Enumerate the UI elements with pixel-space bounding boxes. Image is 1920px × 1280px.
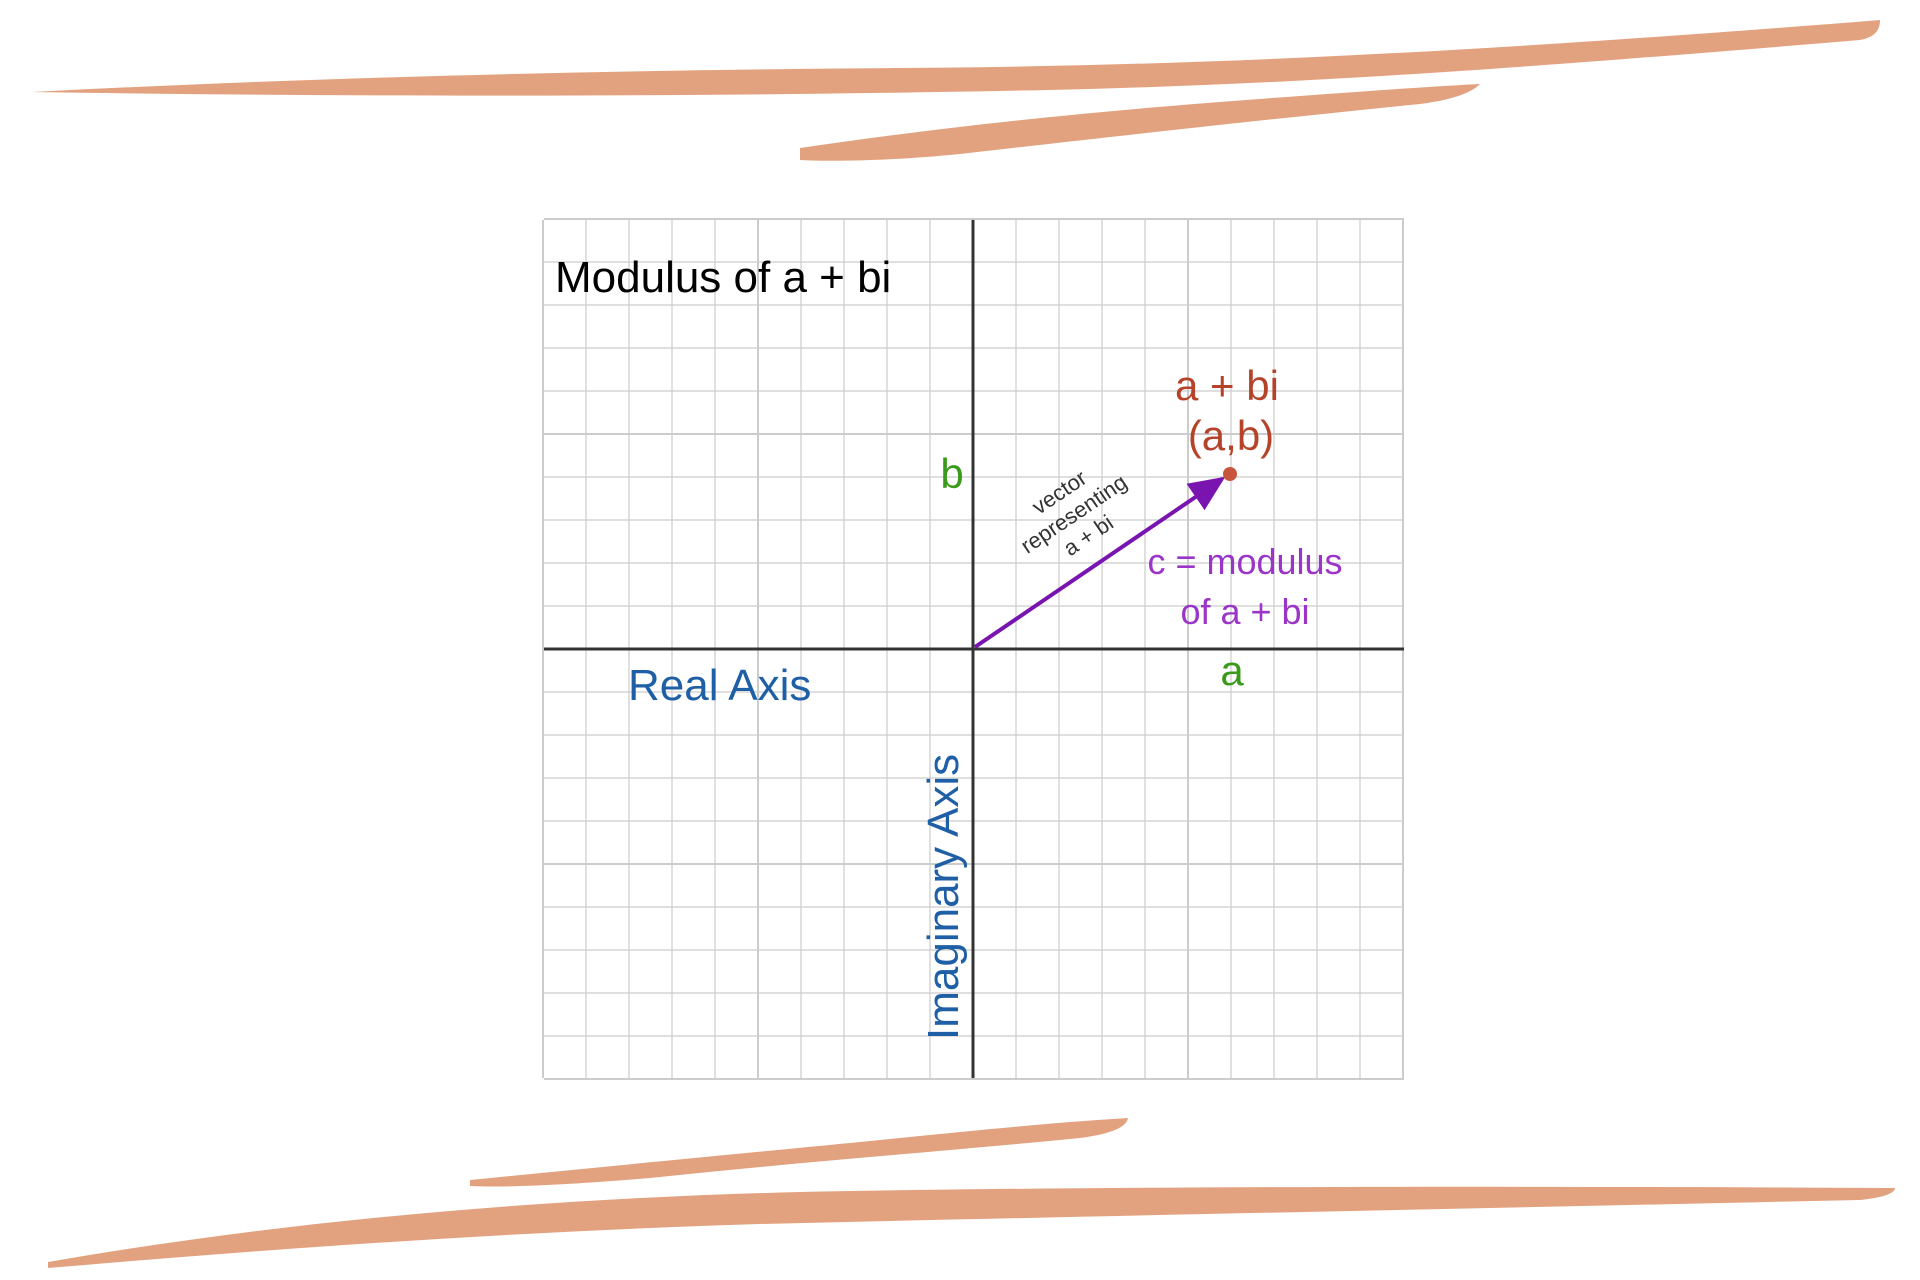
b-label: b <box>940 450 963 497</box>
point-coords-label: (a,b) <box>1188 412 1274 459</box>
bottom-brush-strokes <box>48 1118 1895 1268</box>
point-a-bi-dot <box>1223 467 1237 481</box>
vector-label: vector representing a + bi <box>1016 465 1131 561</box>
vector-arrow <box>973 476 1226 649</box>
point-label: a + bi <box>1175 362 1279 409</box>
modulus-label-line1: c = modulus <box>1147 541 1342 582</box>
brush-stroke-top-long <box>32 20 1880 96</box>
diagram-title: Modulus of a + bi <box>555 253 891 302</box>
brush-stroke-top-short <box>800 84 1480 161</box>
brush-stroke-bottom-long <box>48 1186 1895 1268</box>
real-axis-label: Real Axis <box>628 661 811 710</box>
a-label: a <box>1220 647 1244 694</box>
brush-stroke-bottom-short <box>470 1118 1128 1187</box>
top-brush-strokes <box>32 20 1880 161</box>
modulus-label-line2: of a + bi <box>1180 591 1309 632</box>
imaginary-axis-label: Imaginary Axis <box>919 754 968 1040</box>
